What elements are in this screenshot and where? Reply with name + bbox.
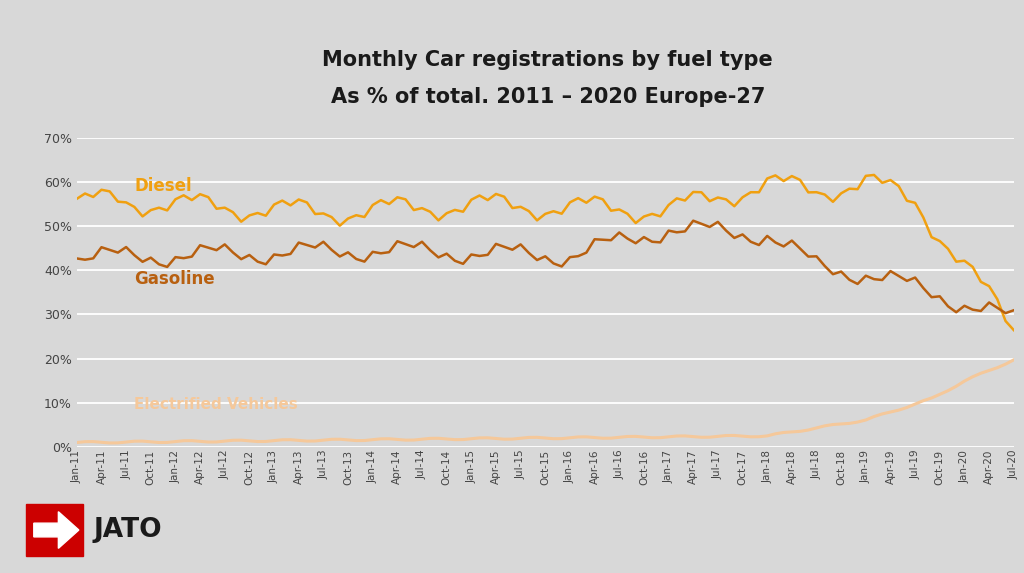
Text: Gasoline: Gasoline [134, 270, 215, 288]
Text: Electrified Vehicles: Electrified Vehicles [134, 398, 298, 413]
Text: JATO: JATO [93, 517, 162, 543]
Polygon shape [34, 512, 79, 548]
Text: Diesel: Diesel [134, 177, 191, 195]
Text: As % of total. 2011 – 2020 Europe-27: As % of total. 2011 – 2020 Europe-27 [331, 88, 765, 107]
Text: Monthly Car registrations by fuel type: Monthly Car registrations by fuel type [323, 50, 773, 70]
Bar [26, 504, 83, 556]
